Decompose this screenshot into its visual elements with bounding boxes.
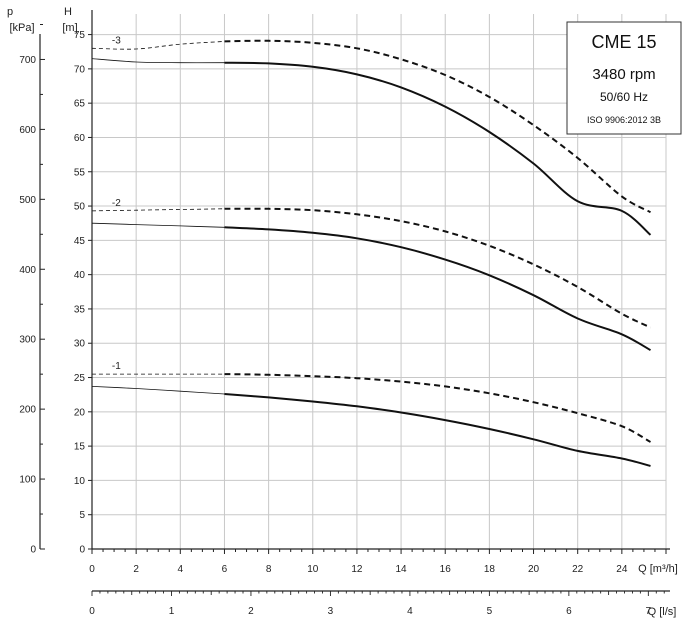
curve-1-thin-segment — [91, 386, 225, 395]
flow-axis-m3h-tick-label: 0 — [89, 564, 95, 575]
flow-axis-ls-tick-label: 1 — [169, 606, 175, 617]
flow-axis-unit-ls: Q [l/s] — [648, 606, 677, 618]
flow-axis-ls-tick-label: 2 — [248, 606, 254, 617]
head-axis-tick-label: 35 — [74, 304, 86, 315]
flow-axis-m3h-tick-label: 6 — [222, 564, 228, 575]
flow-axis-m3h-tick-label: 16 — [440, 564, 452, 575]
info-box: CME 15 3480 rpm 50/60 Hz ISO 9906:2012 3… — [566, 21, 682, 135]
info-box-standard: ISO 9906:2012 3B — [587, 115, 661, 125]
pressure-axis-tick-label: 400 — [19, 265, 36, 276]
head-axis-tick-label: 0 — [79, 545, 85, 556]
head-axis-tick-label: 60 — [74, 133, 86, 144]
curve-1-solid — [224, 393, 651, 467]
head-axis-tick-label: 20 — [74, 407, 86, 418]
head-axis-tick-label: 40 — [74, 270, 86, 281]
flow-axis-m3h-tick-label: 12 — [351, 564, 363, 575]
flow-axis-m3h-tick-label: 18 — [484, 564, 496, 575]
pressure-axis-unit: [kPa] — [9, 22, 34, 34]
head-axis-tick-label: 30 — [74, 339, 86, 350]
series-label: -1 — [112, 361, 121, 372]
curve-3-thin-segment — [91, 58, 225, 64]
head-axis-tick-label: 5 — [79, 510, 85, 521]
curve-2-dashed — [224, 207, 651, 329]
curve-2-thin-dashed-segment — [91, 208, 225, 212]
head-axis-tick-label: 65 — [74, 99, 86, 110]
pressure-axis-symbol: p — [7, 6, 13, 18]
head-axis-tick-label: 25 — [74, 373, 86, 384]
pressure-axis-tick-label: 300 — [19, 335, 36, 346]
flow-axis-m3h-tick-label: 4 — [178, 564, 184, 575]
flow-axis-ls-tick-label: 0 — [89, 606, 95, 617]
flow-axis-m3h-tick-label: 10 — [307, 564, 319, 575]
head-axis-tick-label: 50 — [74, 202, 86, 213]
pressure-axis-tick-label: 200 — [19, 405, 36, 416]
curve-3-thin-dashed-segment — [91, 41, 225, 50]
flow-axis-ls-tick-label: 7 — [646, 606, 652, 617]
info-box-frequency: 50/60 Hz — [600, 90, 648, 104]
head-axis-tick-label: 15 — [74, 442, 86, 453]
curve-2-solid — [224, 226, 651, 351]
info-box-speed: 3480 rpm — [592, 66, 655, 83]
flow-axis-m3h-tick-label: 20 — [528, 564, 540, 575]
flow-axis-ls-tick-label: 3 — [328, 606, 334, 617]
flow-axis-unit-m3h: Q [m³/h] — [638, 563, 678, 575]
curve-3-solid — [224, 61, 652, 236]
head-axis-tick-label: 55 — [74, 167, 86, 178]
flow-axis-ls-tick-label: 6 — [566, 606, 572, 617]
series-labels: -3 -2 -1 — [112, 35, 121, 372]
flow-axis-m3h-tick-label: 2 — [133, 564, 139, 575]
head-axis-tick-label: 45 — [74, 236, 86, 247]
pressure-axis-tick-label: 700 — [19, 55, 36, 66]
flow-axis-ls-tick-label: 4 — [407, 606, 413, 617]
head-axis-tick-label: 70 — [74, 64, 86, 75]
series-label: -3 — [112, 35, 121, 46]
flow-axis-m3h-tick-label: 22 — [572, 564, 584, 575]
curve-3-dashed — [224, 39, 651, 214]
head-axis-tick-label: 75 — [74, 30, 86, 41]
head-axis-unit: [m] — [62, 22, 77, 34]
pressure-axis-tick-label: 500 — [19, 195, 36, 206]
curve-1-dashed — [224, 373, 651, 443]
flow-axis-m3h-tick-label: 8 — [266, 564, 272, 575]
performance-curves — [91, 39, 652, 467]
pressure-axis-tick-label: 0 — [30, 545, 36, 556]
axes: 0510152025303540455055606570750100200300… — [19, 10, 670, 617]
pressure-axis-tick-label: 100 — [19, 475, 36, 486]
head-axis-symbol: H — [64, 6, 72, 18]
curve-2-thin-segment — [91, 222, 225, 228]
flow-axis-ls-tick-label: 5 — [487, 606, 493, 617]
series-label: -2 — [112, 198, 121, 209]
head-axis-tick-label: 10 — [74, 476, 86, 487]
info-box-model: CME 15 — [591, 32, 656, 52]
info-box-frame — [566, 21, 682, 135]
flow-axis-m3h-tick-label: 14 — [396, 564, 408, 575]
pressure-axis-tick-label: 600 — [19, 125, 36, 136]
flow-axis-m3h-tick-label: 24 — [616, 564, 628, 575]
